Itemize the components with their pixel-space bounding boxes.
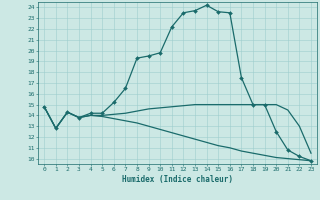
X-axis label: Humidex (Indice chaleur): Humidex (Indice chaleur) [122, 175, 233, 184]
